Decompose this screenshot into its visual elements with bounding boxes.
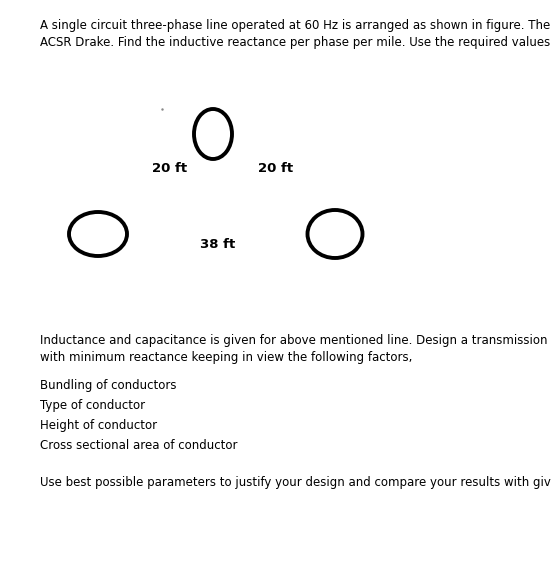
Text: Bundling of conductors: Bundling of conductors — [40, 379, 176, 392]
Text: A single circuit three-phase line operated at 60 Hz is arranged as shown in figu: A single circuit three-phase line operat… — [40, 19, 551, 49]
Text: 20 ft: 20 ft — [258, 162, 293, 175]
Text: Cross sectional area of conductor: Cross sectional area of conductor — [40, 439, 237, 452]
Text: Type of conductor: Type of conductor — [40, 399, 145, 412]
Text: Height of conductor: Height of conductor — [40, 419, 157, 432]
Text: 20 ft: 20 ft — [152, 162, 187, 175]
Text: Use best possible parameters to justify your design and compare your results wit: Use best possible parameters to justify … — [40, 476, 551, 489]
Text: 38 ft: 38 ft — [200, 237, 235, 250]
Text: Inductance and capacitance is given for above mentioned line. Design a transmiss: Inductance and capacitance is given for … — [40, 334, 551, 364]
